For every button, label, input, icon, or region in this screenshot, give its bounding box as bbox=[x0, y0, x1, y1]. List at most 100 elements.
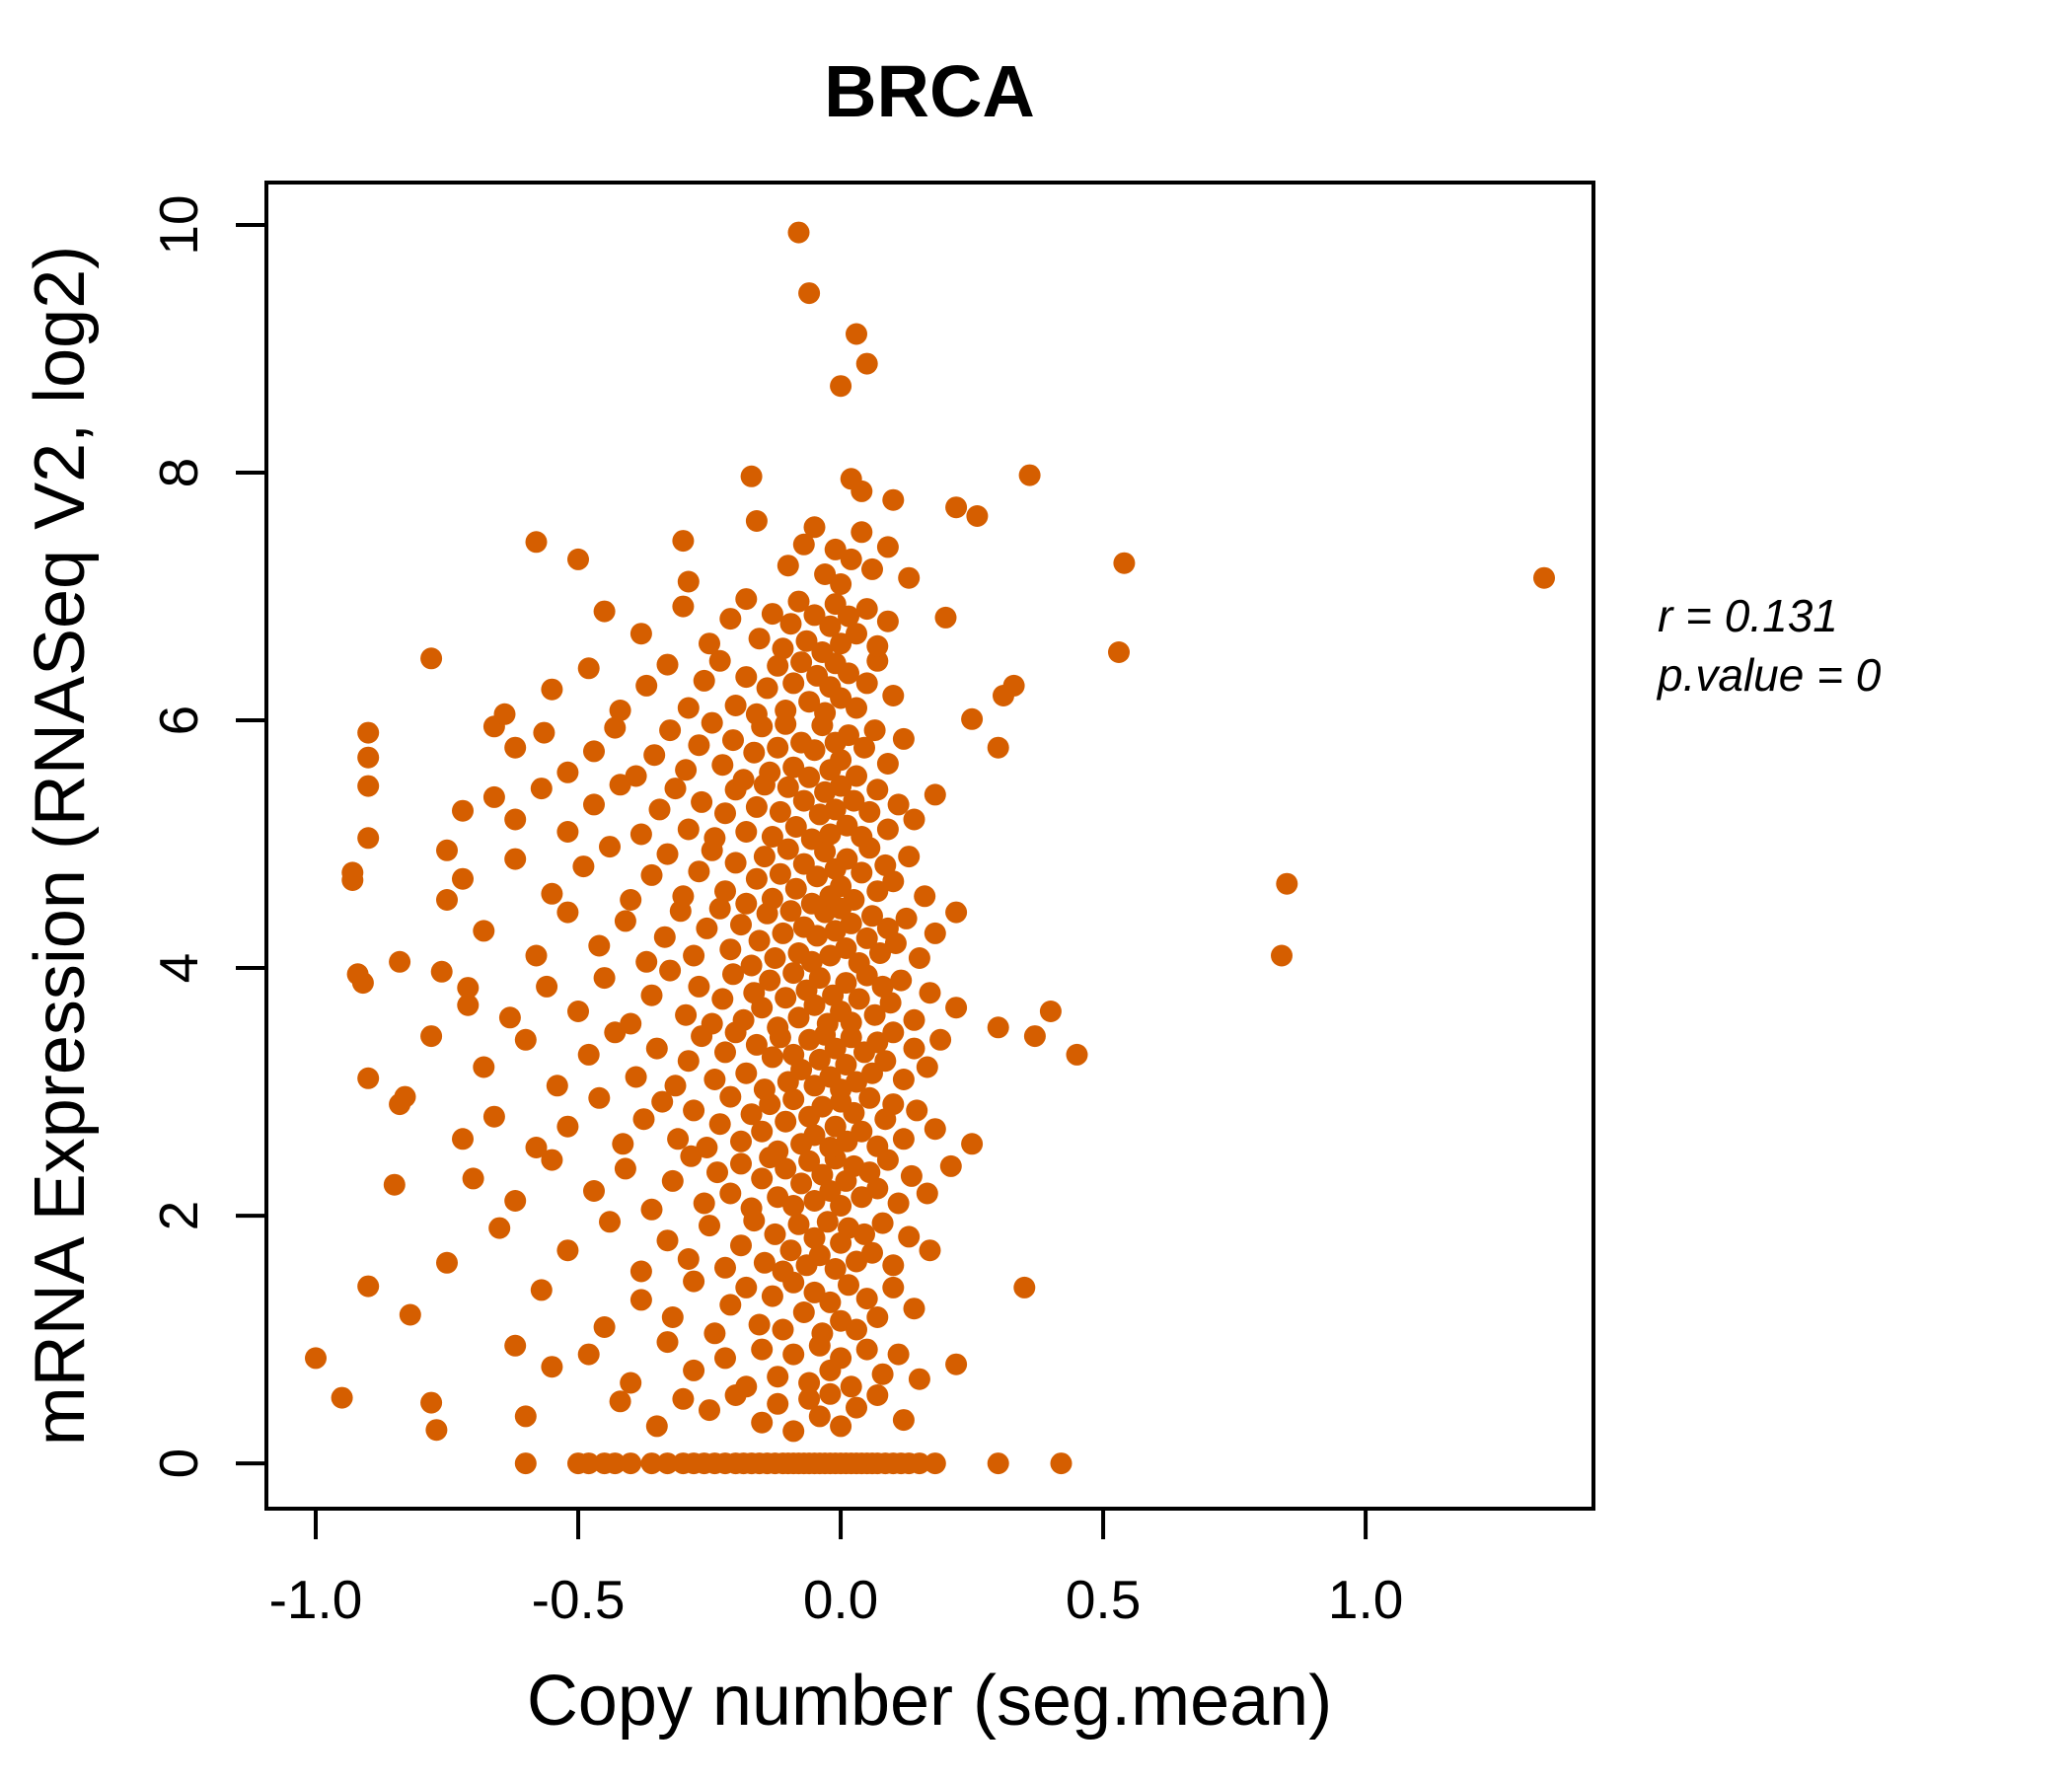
data-point bbox=[800, 950, 823, 973]
x-tick-label: -0.5 bbox=[532, 1569, 626, 1630]
scatter-points bbox=[305, 221, 1555, 1475]
data-point bbox=[906, 1099, 928, 1122]
data-point bbox=[664, 778, 687, 800]
data-point bbox=[792, 1301, 815, 1323]
data-point bbox=[632, 1108, 655, 1131]
data-point bbox=[711, 754, 734, 777]
data-point bbox=[819, 615, 842, 637]
data-point bbox=[645, 1037, 668, 1060]
data-point bbox=[882, 685, 905, 706]
data-point bbox=[680, 1145, 703, 1167]
data-point bbox=[929, 1028, 952, 1051]
data-point bbox=[640, 863, 663, 886]
data-point bbox=[884, 932, 907, 954]
data-point bbox=[504, 1190, 527, 1212]
data-point bbox=[863, 719, 886, 742]
data-point bbox=[629, 623, 652, 645]
data-point bbox=[808, 1405, 831, 1428]
x-axis-ticks: -1.0 -0.5 0.0 0.5 1.0 bbox=[269, 1509, 1403, 1630]
data-point bbox=[659, 959, 682, 982]
data-point bbox=[924, 1452, 946, 1475]
data-point bbox=[577, 1043, 600, 1066]
data-point bbox=[819, 823, 842, 846]
data-point bbox=[819, 1291, 842, 1313]
data-point bbox=[784, 877, 807, 900]
data-point bbox=[945, 997, 968, 1019]
data-point bbox=[838, 1274, 859, 1297]
data-point bbox=[1108, 641, 1130, 663]
data-point bbox=[696, 1137, 718, 1158]
data-point bbox=[879, 992, 902, 1014]
data-point bbox=[514, 1028, 537, 1051]
data-point bbox=[604, 1452, 627, 1475]
data-point bbox=[855, 598, 878, 621]
data-point bbox=[577, 1343, 600, 1366]
data-point bbox=[848, 988, 870, 1010]
data-point bbox=[898, 1225, 921, 1248]
data-point bbox=[683, 1270, 705, 1293]
data-point bbox=[987, 1452, 1009, 1475]
data-point bbox=[772, 637, 794, 660]
data-point bbox=[861, 557, 883, 580]
y-tick-label: 10 bbox=[148, 194, 209, 255]
data-point bbox=[635, 674, 658, 697]
data-point bbox=[620, 1372, 642, 1394]
data-point bbox=[779, 900, 802, 923]
data-point bbox=[764, 1223, 786, 1245]
data-point bbox=[853, 1223, 875, 1245]
x-axis-label: Copy number (seg.mean) bbox=[527, 1662, 1332, 1741]
data-point bbox=[764, 947, 786, 969]
data-point bbox=[722, 729, 744, 752]
data-point bbox=[924, 1118, 946, 1141]
data-point bbox=[677, 570, 700, 593]
data-point bbox=[908, 1368, 930, 1390]
data-point bbox=[504, 736, 527, 759]
data-point bbox=[677, 1050, 700, 1073]
y-axis-ticks: 0 2 4 6 8 10 bbox=[148, 194, 266, 1478]
data-point bbox=[609, 1390, 631, 1413]
data-point bbox=[745, 510, 768, 532]
data-point bbox=[643, 744, 666, 767]
data-point bbox=[835, 1054, 857, 1076]
data-point bbox=[1276, 872, 1298, 895]
data-point bbox=[767, 1366, 789, 1388]
data-point bbox=[457, 977, 480, 1000]
data-point bbox=[779, 1239, 802, 1262]
data-point bbox=[869, 942, 891, 964]
data-point bbox=[672, 530, 695, 553]
data-point bbox=[661, 1169, 684, 1192]
data-point bbox=[604, 716, 627, 739]
data-point bbox=[808, 1048, 831, 1071]
data-point bbox=[719, 608, 742, 631]
chart-title: BRCA bbox=[824, 50, 1035, 132]
data-point bbox=[699, 632, 720, 655]
data-point bbox=[769, 800, 791, 823]
data-point bbox=[866, 779, 889, 801]
data-point bbox=[830, 775, 852, 797]
data-point bbox=[900, 1164, 923, 1187]
data-point bbox=[583, 740, 605, 763]
y-tick-label: 4 bbox=[148, 953, 209, 984]
data-point bbox=[830, 1195, 852, 1217]
data-point bbox=[656, 1452, 679, 1475]
data-point bbox=[835, 937, 857, 959]
data-point bbox=[961, 707, 984, 730]
data-point bbox=[357, 746, 380, 769]
data-point bbox=[830, 375, 852, 398]
data-point bbox=[357, 775, 380, 797]
data-point bbox=[556, 1239, 579, 1262]
data-point bbox=[714, 1041, 736, 1064]
data-point bbox=[693, 1192, 715, 1215]
data-point bbox=[425, 1419, 448, 1442]
data-point bbox=[775, 700, 797, 721]
data-point bbox=[514, 1405, 537, 1428]
data-point bbox=[840, 1375, 862, 1398]
data-point bbox=[887, 793, 910, 816]
data-point bbox=[751, 1338, 774, 1361]
data-point bbox=[620, 1452, 642, 1475]
data-point bbox=[836, 814, 858, 837]
data-point bbox=[811, 1095, 834, 1118]
data-point bbox=[609, 774, 631, 796]
data-point bbox=[719, 1085, 742, 1108]
data-point bbox=[588, 1086, 611, 1109]
